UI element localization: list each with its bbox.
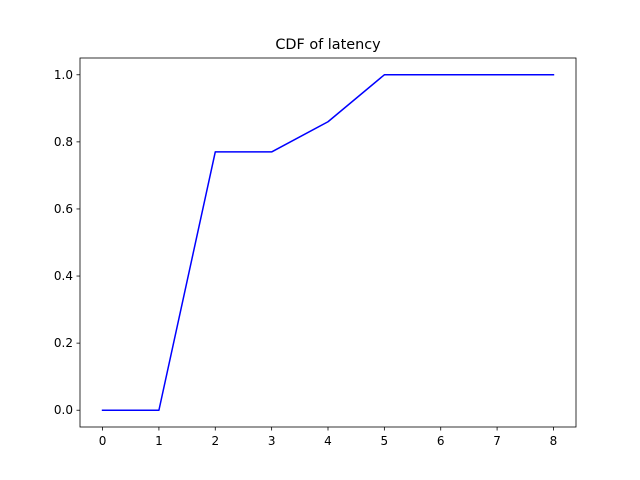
y-tick-label: 0.0: [54, 403, 73, 417]
y-tick-label: 1.0: [54, 68, 73, 82]
x-tick-label: 6: [437, 434, 445, 448]
x-tick-label: 4: [324, 434, 332, 448]
y-tick-label: 0.8: [54, 135, 73, 149]
x-tick-label: 7: [493, 434, 501, 448]
y-tick-label: 0.4: [54, 269, 73, 283]
y-tick-label: 0.6: [54, 202, 73, 216]
x-tick-label: 5: [381, 434, 389, 448]
chart-title: CDF of latency: [275, 37, 381, 53]
x-tick-label: 1: [155, 434, 163, 448]
plot-area: 0 1 2 3 4 5 6 7 8 0.0 0.2 0.4 0.6 0.8 1.0: [54, 57, 577, 448]
x-tick-label: 3: [268, 434, 276, 448]
x-tick-label: 8: [550, 434, 558, 448]
y-tick-label: 0.2: [54, 336, 73, 350]
x-tick-label: 2: [211, 434, 219, 448]
series-line-0: [101, 74, 555, 411]
x-tick-label: 0: [99, 434, 107, 448]
axes-frame: [79, 57, 577, 428]
